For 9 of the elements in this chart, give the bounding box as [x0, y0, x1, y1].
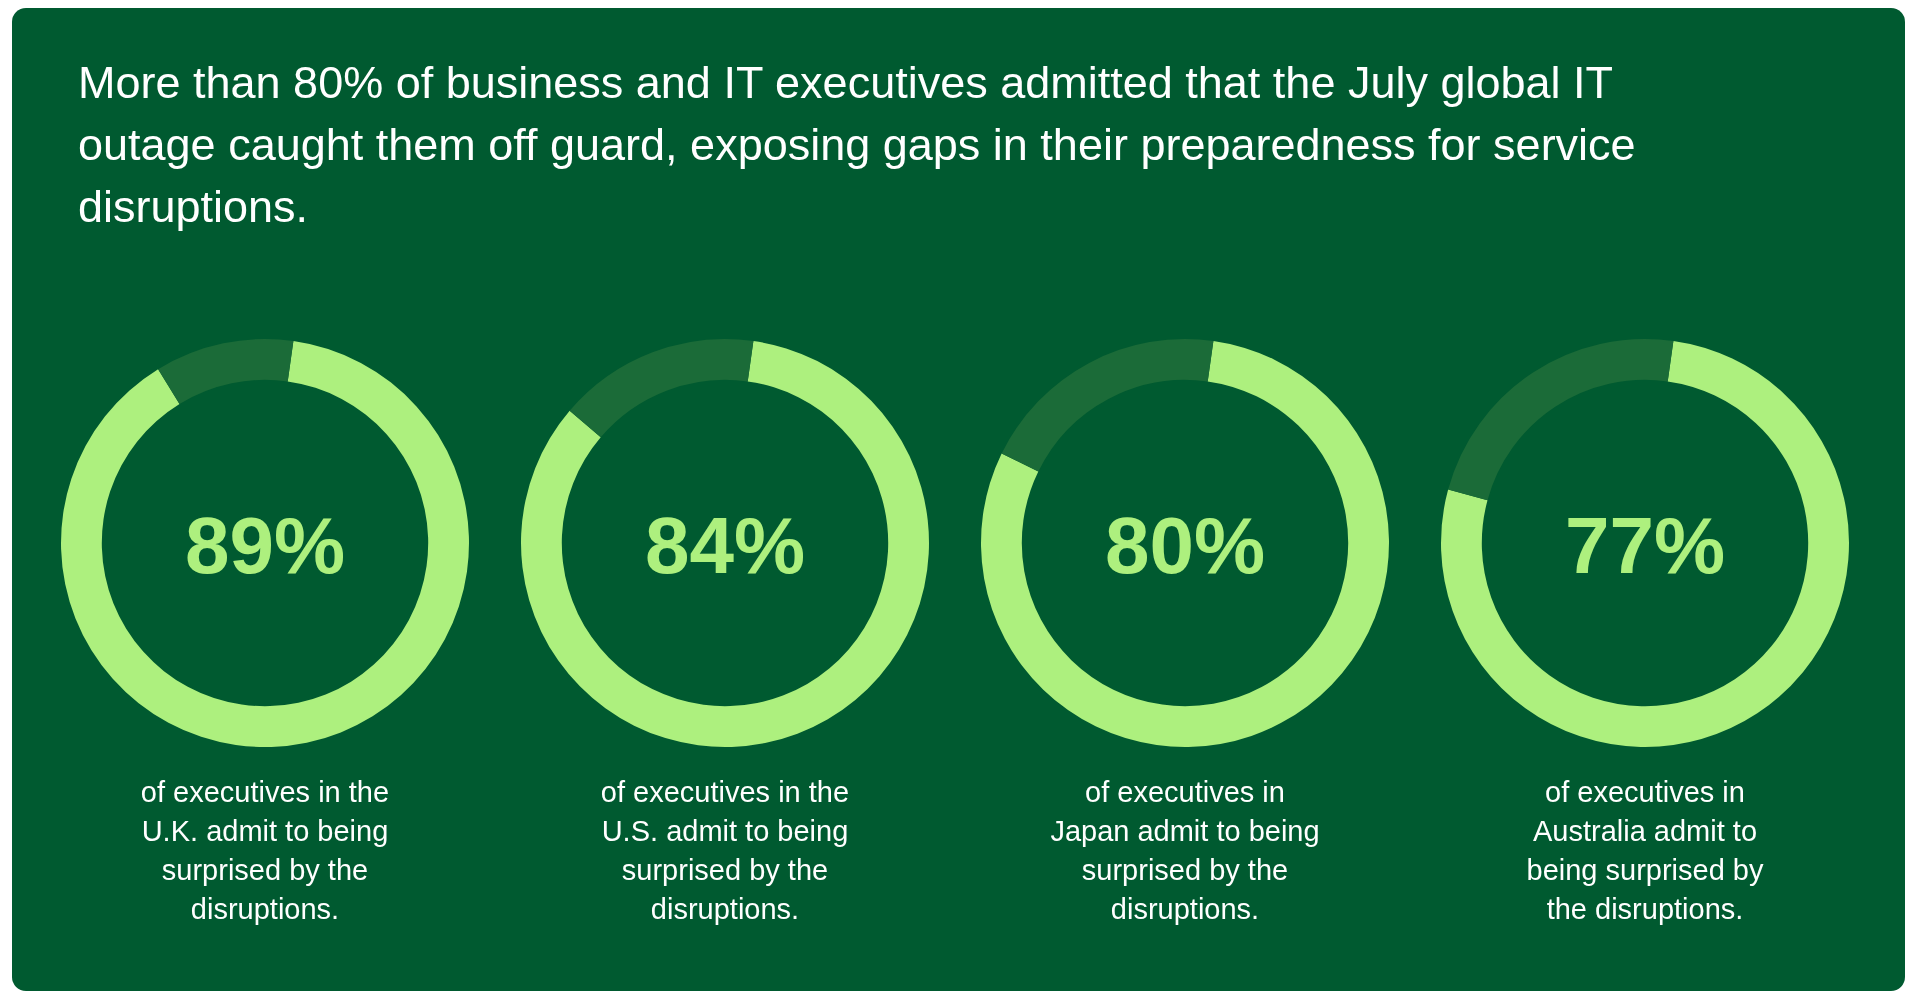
text: of executives in Japan admit to being surprised by the disruptions. — [1049, 775, 1321, 927]
data-label: 84% — [644, 501, 806, 591]
text: of executives in the U.S. admit to being surprised by the disruptions. — [599, 775, 851, 927]
text: of executives in the U.K. admit to being surprised by the disruptions. — [139, 775, 391, 927]
text: More than 80% of business and IT executives admitted that the July global IT outage caught them off guard, exposing gaps in their preparedness for service disruptions. — [78, 56, 1637, 234]
data-label: 80% — [1104, 501, 1266, 591]
data-label: 77% — [1564, 501, 1726, 591]
text: of executives in Australia admit to being surprised by the disruptions. — [1525, 775, 1765, 927]
data-label: 89% — [184, 501, 346, 591]
